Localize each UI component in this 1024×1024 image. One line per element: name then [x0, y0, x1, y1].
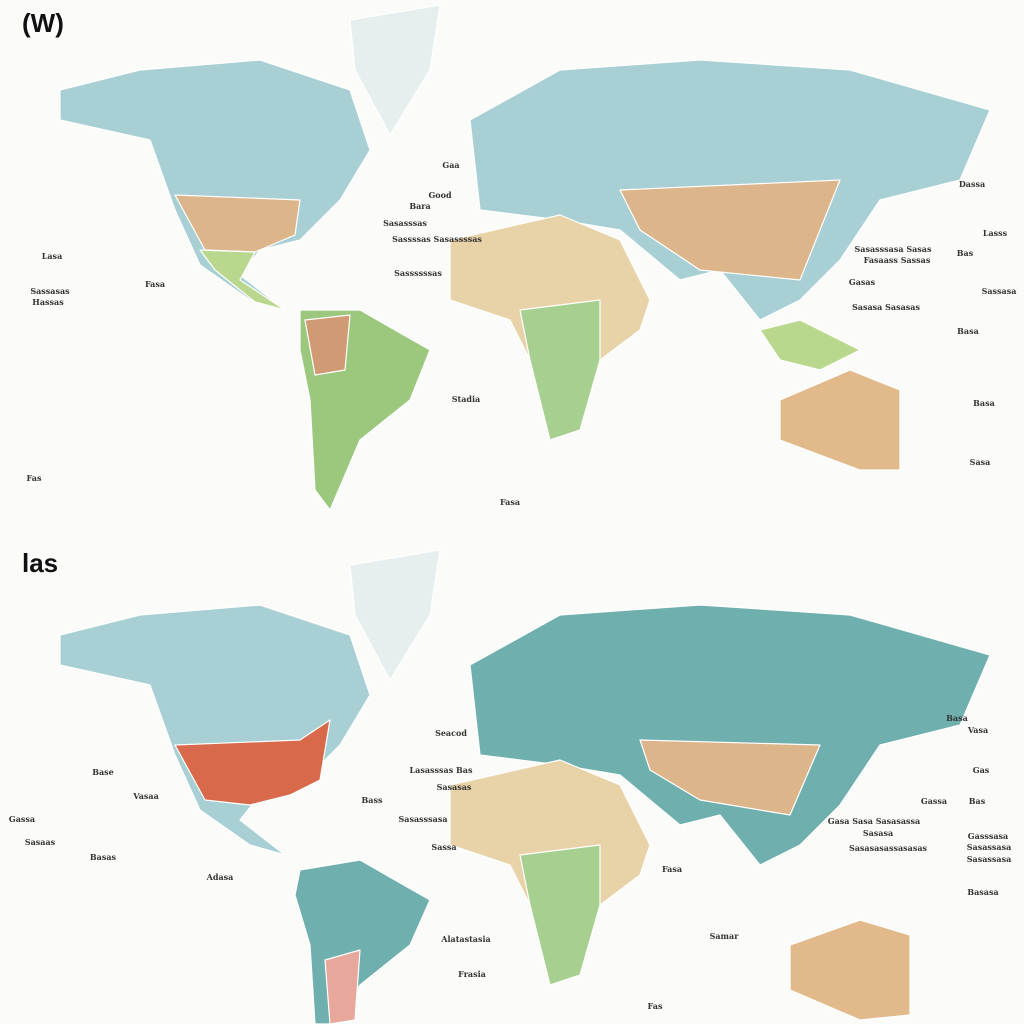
place-label: Lasasssas Bas [410, 765, 473, 775]
place-label: Sasasssas [383, 218, 427, 228]
place-label: Fas [648, 1001, 663, 1011]
place-label: Lasss [983, 228, 1008, 238]
place-label: Sasassasa [967, 842, 1012, 852]
place-label: Basasa [967, 887, 998, 897]
place-label: Sassssas Sasassssas [392, 234, 482, 244]
place-label: Sassasa [982, 286, 1017, 296]
place-label: Dassa [959, 179, 985, 189]
place-label: Gassa [9, 814, 35, 824]
map-heading: (W) [22, 8, 64, 38]
place-label: Gasssasa [968, 831, 1008, 841]
place-label: Basa [946, 713, 968, 723]
place-label: Fasa [145, 279, 165, 289]
place-label: Sasasasassasasas [849, 843, 928, 853]
place-label: Basa [957, 326, 979, 336]
place-label: Bass [362, 795, 383, 805]
place-label: Base [92, 767, 114, 777]
place-label: Gasas [849, 277, 876, 287]
world-map-bottom [59, 549, 991, 1024]
place-label: Sasa [970, 457, 991, 467]
place-label: Fasa [500, 497, 520, 507]
map-heading: las [22, 548, 58, 578]
place-label: Sasasssasa Sasas [855, 244, 932, 254]
place-label: Fas [27, 473, 42, 483]
place-label: Bas [969, 796, 986, 806]
place-label: Bara [409, 201, 430, 211]
place-label: Sassssssas [394, 268, 442, 278]
place-label: Good [428, 190, 452, 200]
place-label: Samar [710, 931, 740, 941]
place-label: Sasasa [863, 828, 893, 838]
place-label: Seacod [435, 728, 467, 738]
place-label: Sassasas [30, 286, 70, 296]
place-label: Sasasa Sasasas [852, 302, 920, 312]
place-label: Sasassasa [967, 854, 1012, 864]
world-map-top [59, 4, 991, 511]
place-label: Bas [957, 248, 974, 258]
place-label: Vasaa [132, 791, 159, 801]
place-label: Gassa [921, 796, 947, 806]
place-label: Sasasssasa [398, 814, 447, 824]
place-label: Sasasas [437, 782, 472, 792]
place-label: Fasa [662, 864, 682, 874]
place-label: Lasa [42, 251, 63, 261]
place-label: Gas [973, 765, 990, 775]
place-label: Gaa [442, 160, 459, 170]
place-label: Fasaass Sassas [864, 255, 931, 265]
place-label: Frasia [458, 969, 486, 979]
place-label: Sassa [431, 842, 456, 852]
place-label: Alatastasia [440, 934, 490, 944]
place-label: Vasa [967, 725, 988, 735]
place-label: Sasaas [25, 837, 56, 847]
place-label: Basas [90, 852, 117, 862]
place-label: Adasa [206, 872, 234, 882]
place-label: Stadia [452, 394, 480, 404]
place-label: Gasa Sasa Sasasassa [828, 816, 920, 826]
place-label: Hassas [32, 297, 64, 307]
place-label: Basa [973, 398, 995, 408]
